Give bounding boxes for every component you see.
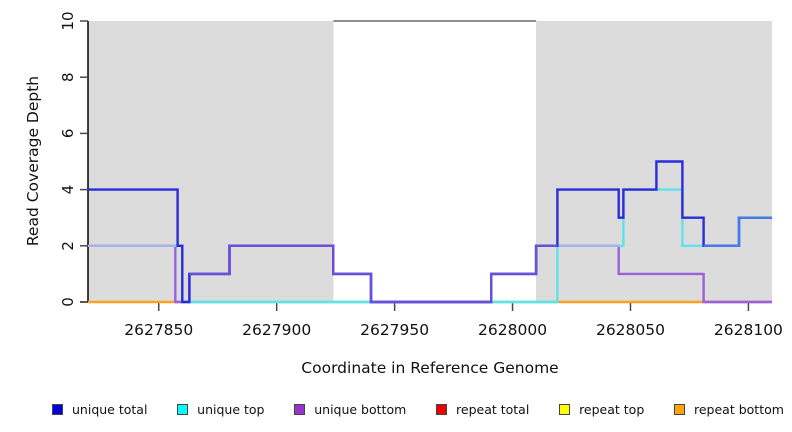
legend-label: unique total [72,401,148,417]
x-tick-label: 2628000 [478,321,547,339]
y-axis-label: Read Coverage Depth [24,75,42,247]
legend-item-repeat-top: repeat top [559,402,644,417]
x-tick-label: 2627900 [242,321,311,339]
legend-item-unique-top: unique top [177,402,264,417]
legend-swatch-icon [52,403,63,415]
x-tick-label: 2628100 [714,321,783,339]
x-tick-label: 2627950 [360,321,429,339]
y-tick-label: 10 [59,11,77,30]
x-tick-label: 2628050 [596,321,665,339]
x-tick-label: 2627850 [124,321,193,339]
legend-label: repeat total [456,401,530,417]
y-tick-label: 6 [59,129,77,139]
overlap-overlay [703,216,772,248]
legend-label: unique top [197,401,265,417]
legend-item-unique-bottom: unique bottom [294,402,406,417]
x-axis-label: Coordinate in Reference Genome [301,359,559,377]
y-tick-label: 2 [59,241,77,251]
overlap-overlay [189,244,558,304]
legend-item-repeat-total: repeat total [436,402,529,417]
legend-swatch-icon [177,403,189,415]
legend-item-repeat-bottom: repeat bottom [674,402,784,417]
legend: unique total unique top unique bottom repea… [52,399,784,419]
legend-swatch-icon [559,403,571,415]
shaded-region [536,21,772,302]
legend-swatch-icon [674,403,685,415]
legend-swatch-icon [436,403,448,415]
legend-label: repeat top [579,401,645,417]
legend-swatch-icon [294,403,306,415]
shaded-region [88,21,334,302]
legend-label: unique bottom [314,401,407,417]
y-tick-label: 4 [59,185,77,195]
legend-label: repeat bottom [694,401,784,417]
legend-item-unique-total: unique total [52,402,147,417]
y-tick-label: 0 [59,297,77,307]
y-tick-label: 8 [59,72,77,82]
